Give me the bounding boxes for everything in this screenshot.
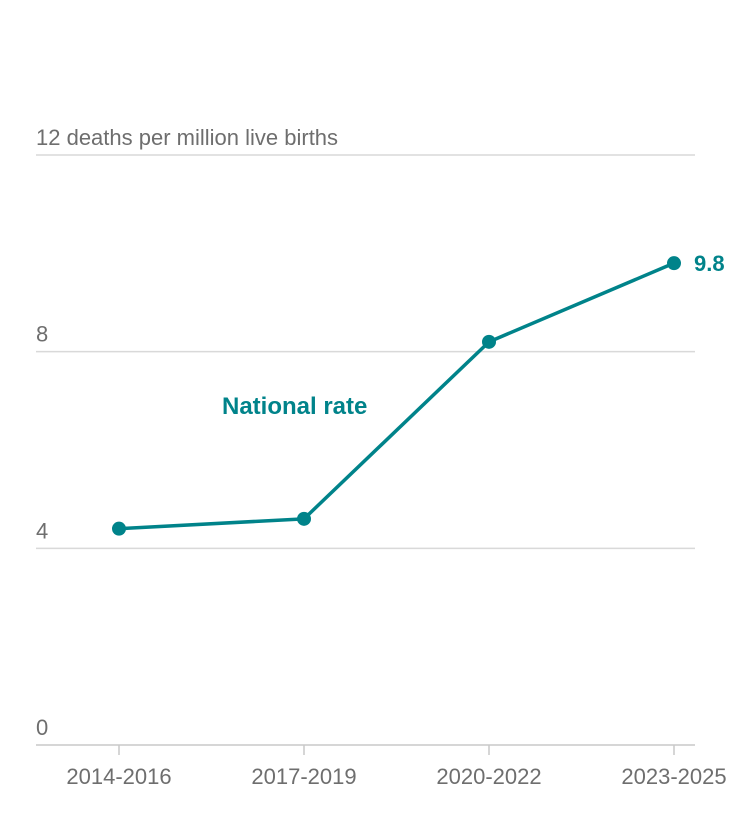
data-point-2020-2022 [482,334,496,349]
y-tick-label-12: 12 deaths per million live births [36,125,338,150]
end-value-label: 9.8 [694,251,725,276]
series: National rate 9.8 [112,251,725,536]
series-line-national-rate [117,261,676,531]
x-tick-label-2023-2025: 2023-2025 [621,764,726,789]
x-tick-label-2017-2019: 2017-2019 [251,764,356,789]
y-tick-label-0: 0 [36,715,48,740]
x-tick-label-2020-2022: 2020-2022 [436,764,541,789]
series-label: National rate [222,393,367,420]
y-tick-label-4: 4 [36,518,48,543]
x-tick-label-2014-2016: 2014-2016 [66,764,171,789]
y-tick-label-8: 8 [36,322,48,347]
data-point-2023-2025 [667,256,681,271]
y-tick-labels: 0 4 8 12 deaths per million live births [36,125,338,740]
data-point-2017-2019 [297,511,311,526]
x-tick-labels: 2014-2016 2017-2019 2020-2022 2023-2025 [66,764,726,789]
x-axis [36,744,695,755]
data-point-2014-2016 [112,521,126,536]
gridlines [36,154,695,550]
